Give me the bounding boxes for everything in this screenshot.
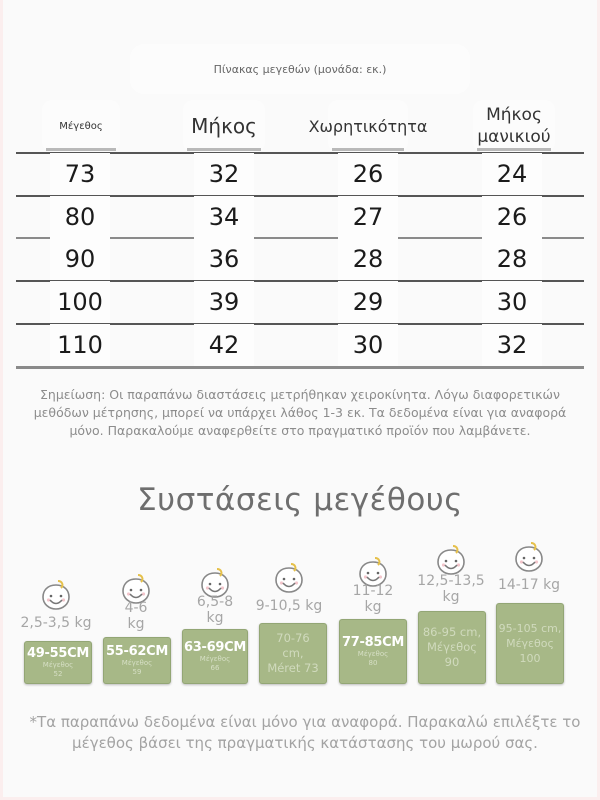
size-stage: 11-12 kg	[337, 555, 409, 615]
size-stage: 6,5-8 kg	[179, 566, 251, 626]
cell-sleeve: 24	[482, 153, 542, 195]
baby-face-icon	[122, 574, 150, 604]
baby-face-icon	[437, 545, 465, 575]
cell-capacity: 29	[338, 281, 398, 323]
height-range: 77-85CM	[342, 635, 404, 650]
cell-length: 39	[194, 281, 254, 323]
cell-capacity: 28	[338, 238, 398, 280]
size-text: 86-95 cm, Μέγεθος 90	[422, 625, 482, 669]
size-label: Μέγεθος	[121, 659, 153, 667]
size-value: 52	[53, 670, 63, 678]
size-value: 66	[210, 664, 220, 672]
size-box: 63-69CM Μέγεθος 66	[182, 629, 248, 684]
cell-size: 100	[50, 281, 110, 323]
header-capacity: Χωρητικότητα	[309, 100, 427, 152]
cell-size: 90	[50, 238, 110, 280]
cell-length: 42	[194, 324, 254, 366]
cell-length: 36	[194, 238, 254, 280]
size-box: 55-62CM Μέγεθος 59	[103, 637, 171, 684]
size-box: 70-76 cm, Méret 73	[259, 623, 327, 684]
height-range: 55-62CM	[106, 644, 168, 659]
header-sleeve-label: Μήκος μανικιού	[477, 105, 551, 147]
size-box: 77-85CM Μέγεθος 80	[339, 619, 407, 684]
size-label: Μέγεθος	[42, 661, 74, 669]
cell-sleeve: 32	[482, 324, 542, 366]
cell-capacity: 26	[338, 153, 398, 195]
header-length: Μήκος	[183, 100, 265, 152]
header-sleeve-length: Μήκος μανικιού	[473, 100, 555, 152]
table-row: 80 34 27 26	[16, 196, 584, 238]
size-label: Μέγεθος	[199, 655, 231, 663]
weight-range: 6,5-8 kg	[196, 594, 234, 626]
cell-sleeve: 26	[482, 196, 542, 238]
section-title: Συστάσεις μεγέθους	[137, 482, 463, 518]
header-size-label: Μέγεθος	[59, 120, 103, 132]
baby-face-icon	[201, 568, 229, 598]
table-row: 110 42 30 32	[16, 324, 584, 366]
size-text: 95-105 cm, Μέγεθος 100	[498, 622, 562, 665]
size-box: 49-55CM Μέγεθος 52	[24, 641, 92, 684]
weight-range: 2,5-3,5 kg	[20, 615, 92, 631]
disclaimer-footer: *Τα παραπάνω δεδομένα είναι μόνο για ανα…	[29, 713, 581, 752]
cell-sleeve: 28	[482, 238, 542, 280]
cell-size: 80	[50, 196, 110, 238]
baby-face-icon	[275, 563, 303, 593]
size-stage: 14-17 kg	[493, 540, 565, 593]
table-row: 90 36 28 28	[16, 238, 584, 280]
size-label: Μέγεθος	[357, 650, 389, 658]
table-divider	[16, 323, 584, 325]
table-divider	[16, 366, 584, 369]
weight-range: 9-10,5 kg	[255, 598, 323, 614]
cell-length: 32	[194, 153, 254, 195]
weight-range: 11-12 kg	[352, 583, 394, 615]
table-divider	[16, 237, 584, 239]
weight-range: 14-17 kg	[497, 577, 561, 593]
baby-face-icon	[515, 542, 543, 572]
header-length-label: Μήκος	[191, 114, 257, 138]
size-chart-caption: Πίνακας μεγεθών (μονάδα: εκ.)	[130, 44, 470, 94]
cell-sleeve: 30	[482, 281, 542, 323]
size-value: 80	[368, 659, 378, 667]
height-range: 63-69CM	[184, 640, 246, 655]
size-box: 86-95 cm, Μέγεθος 90	[418, 611, 486, 684]
size-stage: 2,5-3,5 kg	[20, 578, 92, 631]
size-stage: 12,5-13,5 kg	[415, 543, 487, 605]
height-range: 49-55CM	[27, 646, 89, 661]
size-stage: 4-6 kg	[100, 572, 172, 632]
size-stage: 9-10,5 kg	[253, 561, 325, 614]
size-box: 95-105 cm, Μέγεθος 100	[496, 603, 564, 684]
baby-face-icon	[42, 580, 70, 610]
measurement-note: Σημείωση: Οι παραπάνω διαστάσεις μετρήθη…	[33, 387, 567, 438]
cell-length: 34	[194, 196, 254, 238]
size-value: 59	[132, 668, 142, 676]
weight-range: 12,5-13,5 kg	[417, 573, 485, 605]
baby-face-icon	[359, 557, 387, 587]
table-divider	[16, 152, 584, 154]
header-size: Μέγεθος	[42, 100, 120, 152]
header-capacity-label: Χωρητικότητα	[308, 116, 428, 136]
table-row: 100 39 29 30	[16, 281, 584, 323]
weight-range: 4-6 kg	[124, 600, 148, 632]
table-divider	[16, 195, 584, 197]
cell-capacity: 27	[338, 196, 398, 238]
size-text: 70-76 cm, Méret 73	[267, 631, 319, 675]
table-divider	[16, 280, 584, 282]
table-row: 73 32 26 24	[16, 153, 584, 195]
cell-capacity: 30	[338, 324, 398, 366]
cell-size: 73	[50, 153, 110, 195]
cell-size: 110	[50, 324, 110, 366]
